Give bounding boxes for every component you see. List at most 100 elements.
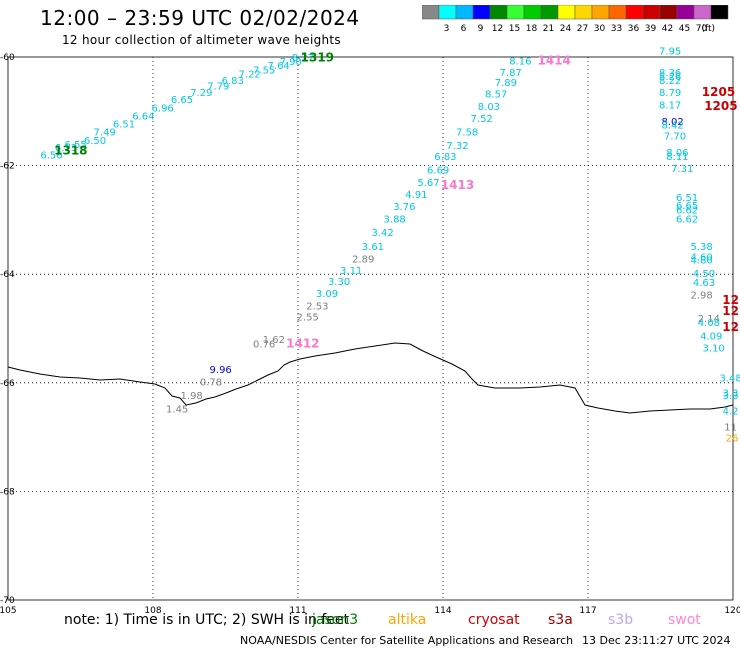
lon-tick-label: 108	[144, 606, 161, 616]
pass-label: 1414	[537, 54, 570, 68]
swh-value: 8.02	[661, 117, 683, 128]
pass-label: 1318	[54, 144, 87, 158]
colorbar-label: 12	[492, 24, 503, 34]
swh-value: 2.14	[698, 314, 720, 325]
swh-value: 7.52	[471, 114, 493, 125]
colorbar-unit: (ft)	[701, 24, 715, 34]
swh-value: 1.98	[181, 391, 203, 402]
swh-value: 3.30	[328, 277, 350, 288]
swh-value: 8.42	[661, 121, 683, 132]
swh-value: 8.16	[509, 57, 531, 68]
swh-value: 6.64	[132, 111, 154, 122]
swh-value: 5.38	[690, 242, 712, 253]
swh-value: 3.3	[723, 388, 739, 399]
swh-value: 7.64	[268, 61, 290, 72]
swh-value: 6.56	[40, 151, 62, 162]
swh-value: 8.26	[659, 72, 681, 83]
swh-value: 1.45	[166, 405, 188, 416]
colorbar-label: 9	[478, 24, 484, 34]
swh-value: 4.80	[690, 255, 712, 266]
swh-value: 8.79	[659, 88, 681, 99]
swh-value: 4.09	[700, 331, 722, 342]
colorbar-label: 6	[461, 24, 467, 34]
swh-value: 0.78	[200, 378, 222, 389]
swh-value: 8.11	[666, 152, 688, 163]
swh-value: 3.61	[362, 242, 384, 253]
swh-value: 8.03	[478, 102, 500, 113]
footer-note: note: 1) Time is in UTC; 2) SWH is in fe…	[64, 612, 350, 628]
page-subtitle: 12 hour collection of altimeter wave hei…	[62, 33, 341, 47]
swh-value: 9.96	[210, 365, 232, 376]
swh-value: 4.60	[690, 253, 712, 264]
swh-value: 2.89	[352, 254, 374, 265]
page-title: 12:00 – 23:59 UTC 02/02/2024	[40, 6, 360, 30]
swh-value: 6.65	[171, 95, 193, 106]
swh-value: 7.87	[500, 68, 522, 79]
swh-value: 7.95	[659, 46, 681, 57]
swh-value: 3.48	[719, 374, 740, 385]
map-frame	[7, 56, 734, 601]
lon-tick-label: 114	[434, 606, 451, 616]
lat-tick-label: -70	[0, 596, 15, 606]
swh-value: 6.13	[55, 143, 77, 154]
swh-value: 11	[724, 423, 737, 434]
pass-label: 12	[722, 293, 739, 307]
pass-label: 1413	[441, 178, 474, 192]
satellite-label: swot	[668, 612, 701, 628]
swh-value: 6.62	[676, 205, 698, 216]
pass-label: 1205	[702, 85, 735, 99]
lat-tick-label: -60	[0, 53, 15, 63]
swh-value: 3.09	[316, 289, 338, 300]
swh-value: 7.29	[190, 88, 212, 99]
swh-value: 7.70	[664, 132, 686, 143]
pass-label: 12	[722, 320, 739, 334]
swh-value: 6.83	[222, 76, 244, 87]
swh-value: 4.63	[693, 278, 715, 289]
swh-value: 2.53	[306, 301, 328, 312]
pass-label: 1205	[704, 99, 737, 113]
swh-value: 0.76	[253, 340, 275, 351]
lon-tick-label: 105	[0, 606, 17, 616]
swh-value: 2.98	[690, 291, 712, 302]
swh-value: 8.06	[666, 148, 688, 159]
satellite-label: s3a	[548, 612, 573, 628]
swh-value: 6.51	[113, 120, 135, 131]
swh-value: 7.49	[94, 128, 116, 139]
swh-value: 26	[726, 433, 739, 444]
pass-label: 1412	[286, 337, 319, 351]
lat-tick-label: -64	[0, 270, 15, 280]
satellite-label: altika	[388, 612, 427, 628]
pass-label: 12	[722, 304, 739, 318]
swh-value: 3.76	[393, 202, 415, 213]
swh-value: 6.65	[676, 201, 698, 212]
swh-value: 7.89	[495, 78, 517, 89]
swh-value: 4.91	[405, 190, 427, 201]
lat-tick-label: -62	[0, 162, 15, 172]
swh-value: 2.55	[297, 312, 319, 323]
colorbar-swatch	[710, 5, 729, 20]
satellite-label: cryosat	[468, 612, 520, 628]
credit-text: NOAA/NESDIS Center for Satellite Applica…	[240, 634, 574, 647]
swh-value: 7.90	[280, 57, 302, 68]
swh-value: 8.17	[659, 101, 681, 112]
generated-date: 13 Dec 23:11:27 UTC 2024	[582, 634, 731, 647]
colorbar-label: 33	[611, 24, 622, 34]
colorbar-label: 45	[679, 24, 690, 34]
pass-label: 1319	[301, 50, 334, 64]
swh-value: 7.32	[446, 141, 468, 152]
colorbar-label: 39	[645, 24, 657, 34]
swh-value: 8.36	[659, 68, 681, 79]
colorbar-label: 21	[543, 24, 554, 34]
swh-value: 7.22	[239, 70, 261, 81]
swh-value: 3.11	[340, 266, 362, 277]
swh-value: 3.42	[371, 228, 393, 239]
colorbar-label: 70	[696, 24, 708, 34]
colorbar-legend: 3 6 9 12 15 18 21 24 27 30 33 36 39 42 45 70(ft)	[422, 5, 729, 34]
colorbar-label: 30	[594, 24, 606, 34]
lon-tick-label: 120	[724, 606, 740, 616]
lat-tick-label: -68	[0, 487, 15, 497]
swh-value: 8.27	[292, 53, 314, 64]
satellite-label: s3b	[608, 612, 634, 628]
swh-value: 6.55	[65, 140, 87, 151]
